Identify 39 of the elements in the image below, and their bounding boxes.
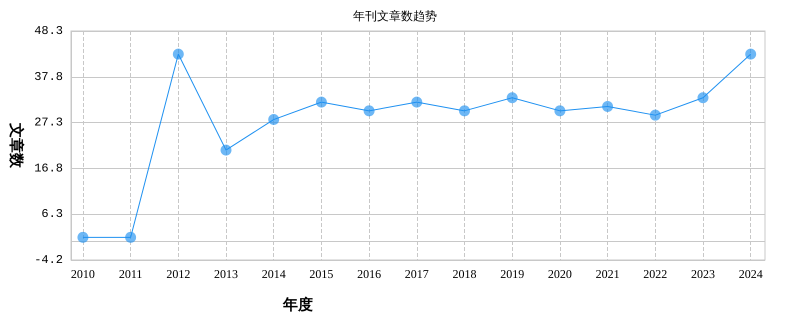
- point: [698, 92, 708, 104]
- y-tick-label: -4.2: [34, 253, 63, 267]
- x-tick-label: 2017: [404, 267, 429, 281]
- x-tick-label: 2024: [738, 267, 763, 281]
- point: [316, 96, 327, 108]
- point: [364, 105, 375, 116]
- x-tick-label: 2023: [690, 267, 715, 281]
- point: [125, 232, 136, 243]
- x-tick-label: 2011: [118, 267, 142, 281]
- x-tick-label: 2013: [214, 267, 238, 281]
- x-tick-label: 2015: [309, 267, 334, 281]
- y-tick-label: 27.3: [34, 116, 63, 130]
- y-tick-label: 48.3: [34, 24, 63, 38]
- point: [745, 48, 756, 60]
- point: [554, 105, 566, 116]
- x-tick-label: 2021: [596, 267, 620, 281]
- x-tick-label: 2019: [500, 267, 524, 281]
- point: [77, 232, 88, 243]
- x-tick-label: 2010: [70, 267, 95, 281]
- x-tick-label: 2018: [452, 267, 477, 281]
- point: [602, 100, 614, 112]
- x-tick-label: 2014: [262, 267, 286, 281]
- y-tick-label: 37.8: [34, 70, 63, 84]
- x-tick-label: 2020: [548, 267, 572, 281]
- point: [650, 110, 661, 121]
- y-tick-label: 16.8: [34, 161, 63, 176]
- point: [411, 96, 422, 108]
- x-tick-label: 2012: [166, 267, 190, 281]
- x-tick-label: 2022: [643, 267, 668, 281]
- point: [220, 144, 232, 156]
- y-tick-label: 6.3: [41, 207, 63, 222]
- x-tick-label: 2016: [357, 267, 382, 281]
- point: [506, 92, 518, 104]
- point: [459, 105, 470, 116]
- y-axis-title: 文章数: [8, 122, 26, 169]
- x-axis-title: 年度: [282, 296, 313, 314]
- point: [172, 48, 184, 60]
- point: [268, 114, 280, 126]
- chart-title: 年刊文章数趋势: [353, 9, 437, 23]
